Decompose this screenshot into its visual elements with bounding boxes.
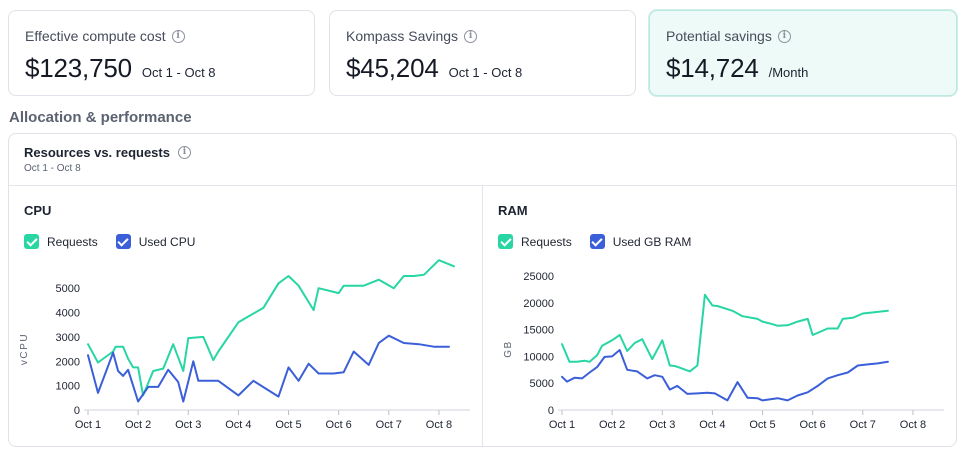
legend-label: Requests	[47, 234, 98, 249]
card-period: /Month	[768, 65, 809, 80]
checkbox-checked-icon[interactable]	[115, 234, 131, 249]
x-tick-label: Oct 1	[75, 419, 101, 431]
card-value: $123,750	[25, 53, 132, 83]
cpu-chart[interactable]: 0 1000 2000 3000 4000 5000 Oct 1 Oct 2 Oct 3 Oct …	[9, 259, 482, 447]
requests-line[interactable]	[87, 259, 455, 397]
ram-chart[interactable]: 0 5000 10000 15000 20000 25000 Oct 1 Oct 2 Oct 3…	[483, 264, 957, 447]
x-tick-label: Oct 4	[225, 419, 251, 431]
x-tick-label: Oct 7	[376, 419, 402, 431]
x-tick-label: Oct 8	[426, 419, 452, 431]
legend-label: Used CPU	[138, 234, 196, 249]
x-tick-label: Oct 7	[850, 419, 876, 431]
y-tick-label: 3000	[56, 332, 80, 344]
x-tick-label: Oct 8	[900, 419, 926, 431]
requests-line[interactable]	[561, 293, 889, 373]
y-tick-label: 0	[74, 405, 80, 417]
card-label-text: Kompass Savings	[346, 28, 459, 44]
card-value-row: $14,724 /Month	[666, 53, 808, 84]
y-tick-label: 5000	[530, 378, 554, 390]
y-tick-label: 4000	[56, 308, 80, 320]
y-tick-label: 1000	[56, 381, 80, 393]
y-tick-label: 0	[548, 405, 554, 417]
used-line[interactable]	[561, 349, 889, 402]
card-value-row: $45,204 Oct 1 - Oct 8	[346, 53, 522, 84]
info-icon[interactable]: i	[464, 29, 478, 43]
legend-label: Used GB RAM	[612, 234, 692, 249]
cpu-legend: Requests Used CPU	[24, 234, 195, 249]
resources-vs-requests-panel: Resources vs. requests i Oct 1 - Oct 8 C…	[8, 133, 957, 447]
x-tick-label: Oct 2	[125, 419, 151, 431]
legend-requests[interactable]: Requests	[24, 234, 98, 249]
y-tick-label: 20000	[523, 298, 554, 310]
ram-chart-title: RAM	[498, 203, 528, 218]
y-axis-label: vCPU	[19, 333, 30, 365]
effective-compute-cost-card: Effective compute cost i $123,750 Oct 1 …	[8, 10, 315, 96]
panel-title: Resources vs. requests i	[24, 145, 191, 160]
legend-label: Requests	[521, 234, 572, 249]
legend-requests[interactable]: Requests	[498, 234, 572, 249]
x-tick-label: Oct 1	[549, 419, 575, 431]
x-tick-label: Oct 3	[175, 419, 201, 431]
card-label-text: Potential savings	[666, 28, 772, 44]
x-tick-label: Oct 3	[649, 419, 675, 431]
ram-legend: Requests Used GB RAM	[498, 234, 691, 249]
used-line[interactable]	[87, 334, 450, 403]
legend-used-gb-ram[interactable]: Used GB RAM	[589, 234, 692, 249]
card-label-text: Effective compute cost	[25, 28, 166, 44]
cpu-chart-title: CPU	[24, 203, 52, 218]
panel-date-range: Oct 1 - Oct 8	[24, 163, 81, 174]
checkbox-checked-icon[interactable]	[24, 234, 39, 249]
x-tick-label: Oct 6	[326, 419, 352, 431]
card-date-range: Oct 1 - Oct 8	[448, 65, 523, 80]
section-title: Allocation & performance	[9, 109, 192, 126]
info-icon[interactable]: i	[177, 146, 191, 159]
x-tick-label: Oct 5	[275, 419, 301, 431]
legend-used-cpu[interactable]: Used CPU	[115, 234, 196, 249]
y-tick-label: 10000	[523, 351, 554, 363]
potential-savings-card[interactable]: Potential savings i $14,724 /Month	[649, 10, 957, 96]
card-value: $14,724	[666, 53, 759, 83]
y-axis-label: GB	[503, 340, 514, 357]
card-date-range: Oct 1 - Oct 8	[141, 65, 216, 80]
divider	[482, 185, 483, 446]
info-icon[interactable]: i	[777, 29, 791, 43]
card-label: Kompass Savings i	[346, 28, 478, 44]
panel-title-text: Resources vs. requests	[24, 145, 170, 160]
card-value-row: $123,750 Oct 1 - Oct 8	[25, 53, 216, 84]
x-tick-label: Oct 2	[599, 419, 625, 431]
checkbox-checked-icon[interactable]	[589, 234, 605, 249]
x-tick-label: Oct 6	[800, 419, 826, 431]
y-tick-label: 25000	[523, 271, 554, 283]
x-tick-label: Oct 4	[699, 419, 725, 431]
y-tick-label: 2000	[56, 356, 80, 368]
card-label: Potential savings i	[666, 28, 791, 44]
info-icon[interactable]: i	[171, 29, 185, 43]
kompass-savings-card: Kompass Savings i $45,204 Oct 1 - Oct 8	[329, 10, 636, 96]
card-value: $45,204	[346, 53, 439, 83]
card-label: Effective compute cost i	[25, 28, 185, 44]
checkbox-checked-icon[interactable]	[498, 234, 513, 249]
y-tick-label: 5000	[56, 283, 80, 295]
y-tick-label: 15000	[523, 325, 554, 337]
x-tick-label: Oct 5	[749, 419, 775, 431]
